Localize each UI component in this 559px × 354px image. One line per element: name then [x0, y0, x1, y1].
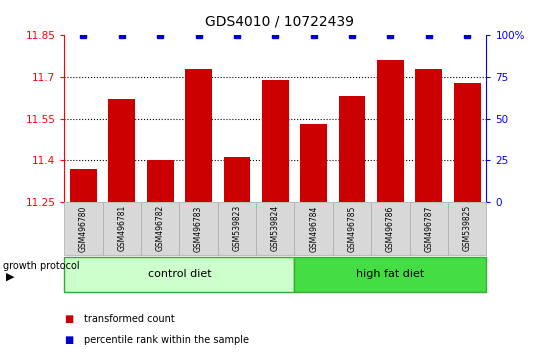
Bar [415, 69, 442, 202]
FancyBboxPatch shape [103, 202, 141, 255]
Text: GSM496785: GSM496785 [348, 205, 357, 252]
FancyBboxPatch shape [371, 202, 410, 255]
Bar [108, 99, 135, 202]
Text: control diet: control diet [148, 269, 211, 279]
Bar [262, 80, 289, 202]
Bar [300, 124, 327, 202]
FancyBboxPatch shape [64, 202, 103, 255]
Text: GSM539823: GSM539823 [233, 205, 241, 251]
Bar [377, 61, 404, 202]
Text: transformed count: transformed count [84, 314, 174, 324]
Text: GSM496787: GSM496787 [424, 205, 433, 252]
Text: GSM496782: GSM496782 [156, 205, 165, 251]
Text: GDS4010 / 10722439: GDS4010 / 10722439 [205, 14, 354, 28]
Bar [454, 82, 481, 202]
FancyBboxPatch shape [218, 202, 256, 255]
Text: GSM539824: GSM539824 [271, 205, 280, 251]
Text: high fat diet: high fat diet [356, 269, 424, 279]
Text: GSM496783: GSM496783 [194, 205, 203, 252]
Text: GSM496786: GSM496786 [386, 205, 395, 252]
FancyBboxPatch shape [333, 202, 371, 255]
Text: ▶: ▶ [6, 272, 14, 281]
FancyBboxPatch shape [256, 202, 295, 255]
FancyBboxPatch shape [295, 257, 486, 292]
Text: ■: ■ [64, 314, 74, 324]
FancyBboxPatch shape [448, 202, 486, 255]
Text: GSM496781: GSM496781 [117, 205, 126, 251]
Bar [147, 160, 174, 202]
FancyBboxPatch shape [410, 202, 448, 255]
FancyBboxPatch shape [141, 202, 179, 255]
Bar [70, 169, 97, 202]
Text: growth protocol: growth protocol [3, 261, 79, 271]
Bar [224, 158, 250, 202]
Text: GSM496780: GSM496780 [79, 205, 88, 252]
Text: percentile rank within the sample: percentile rank within the sample [84, 335, 249, 345]
Text: GSM496784: GSM496784 [309, 205, 318, 252]
Bar [185, 69, 212, 202]
FancyBboxPatch shape [179, 202, 218, 255]
Text: GSM539825: GSM539825 [463, 205, 472, 251]
FancyBboxPatch shape [295, 202, 333, 255]
Bar [339, 96, 366, 202]
Text: ■: ■ [64, 335, 74, 345]
FancyBboxPatch shape [64, 257, 295, 292]
